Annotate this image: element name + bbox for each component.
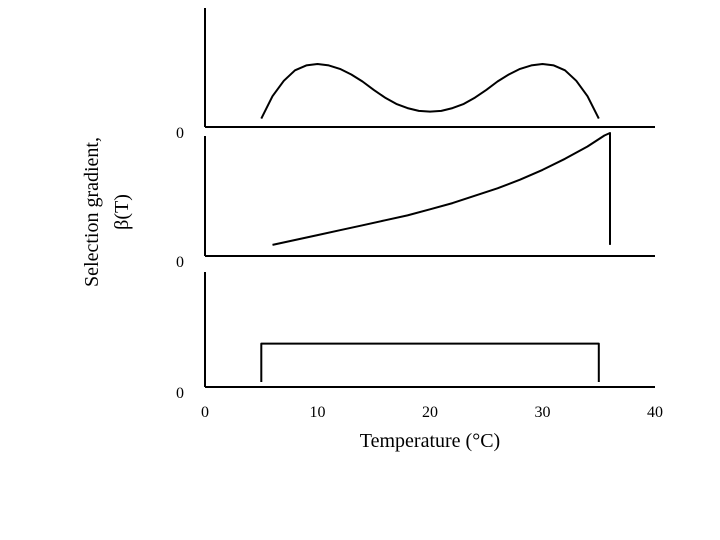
x-tick-label: 20 — [422, 404, 438, 421]
x-tick-label: 40 — [647, 404, 663, 421]
panel-3-zero-label: 0 — [176, 385, 184, 402]
panels-group: 0 0 0 — [176, 8, 655, 402]
y-axis-label: Selection gradient, β(T) — [81, 137, 133, 287]
x-tick-label: 0 — [201, 404, 209, 421]
panel-1: 0 — [176, 8, 655, 142]
panel-1-series-line — [260, 63, 600, 120]
panel-1-zero-label: 0 — [176, 125, 184, 142]
panel-3-series-line — [260, 342, 600, 382]
x-tick-label: 30 — [535, 404, 551, 421]
panel-2-series-line — [272, 132, 611, 246]
x-tick-labels: 0 10 20 30 40 — [201, 404, 663, 421]
x-tick-label: 10 — [310, 404, 326, 421]
x-axis-label: Temperature (°C) — [360, 430, 500, 452]
panel-2: 0 — [176, 132, 655, 271]
y-axis-label-line2: β(T) — [111, 194, 133, 230]
panel-2-zero-label: 0 — [176, 254, 184, 271]
panel-3: 0 — [176, 272, 655, 402]
y-axis-label-line1: Selection gradient, — [81, 137, 103, 287]
